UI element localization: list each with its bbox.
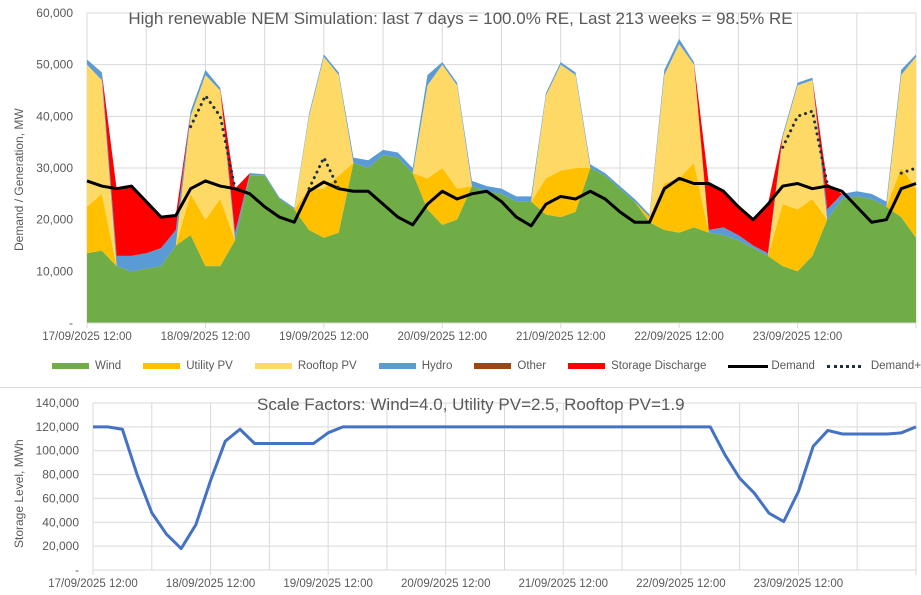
bottom-chart-y-tick-label: 120,000 <box>36 420 80 434</box>
top-chart-y-tick-label: 50,000 <box>36 58 73 72</box>
legend-swatch-storage-discharge <box>568 363 606 369</box>
bottom-chart-y-tick-label: 20,000 <box>42 539 79 553</box>
legend-label-hydro: Hydro <box>421 360 453 372</box>
chart-divider <box>0 387 921 388</box>
bottom-chart-x-tick-label: 21/09/2025 12:00 <box>519 578 609 590</box>
bottom-chart-title: Scale Factors: Wind=4.0, Utility PV=2.5,… <box>257 395 685 414</box>
bottom-chart-x-tick-label: 20/09/2025 12:00 <box>401 578 491 590</box>
bottom-chart-x-tick-label: 18/09/2025 12:00 <box>166 578 256 590</box>
demand-plus-charge-line <box>307 154 341 191</box>
top-chart-y-tick-label: 10,000 <box>36 264 73 278</box>
legend-item-demand-charge: Demand+Charge <box>825 360 921 372</box>
bottom-chart-x-tick-label: 17/09/2025 12:00 <box>48 578 138 590</box>
top-chart-x-tick-label: 17/09/2025 12:00 <box>42 331 132 343</box>
demand-plus-charge-line <box>189 92 237 191</box>
legend-label-storage-discharge: Storage Discharge <box>611 360 707 372</box>
bottom-chart-y-axis-label: Storage Level, MWh <box>12 439 26 548</box>
legend-item-other: Other <box>474 360 546 372</box>
top-chart-y-tick-label: 30,000 <box>36 161 73 175</box>
area-wind <box>87 155 916 323</box>
top-chart-x-tick-label: 19/09/2025 12:00 <box>279 331 369 343</box>
bottom-chart-y-tick-label: 60,000 <box>42 491 79 505</box>
area-hydro <box>87 38 916 272</box>
legend-item-storage-discharge: Storage Discharge <box>568 360 706 372</box>
top-chart-y-tick-label: 20,000 <box>36 213 73 227</box>
legend-swatch-rooftop-pv <box>254 363 292 369</box>
bottom-chart-y-tick-label: 140,000 <box>36 396 80 410</box>
legend-swatch-other <box>474 363 512 369</box>
top-chart-title: High renewable NEM Simulation: last 7 da… <box>128 9 793 28</box>
legend-swatch-demand-charge <box>826 364 861 368</box>
bottom-chart-y-tick-label: 100,000 <box>36 444 80 458</box>
legend-swatch-demand <box>728 364 769 368</box>
top-chart-y-tick-label: 60,000 <box>36 6 73 20</box>
top-chart-x-tick-label: 22/09/2025 12:00 <box>634 331 724 343</box>
top-chart-y-axis-label: Demand / Generation, MW <box>12 108 26 251</box>
top-chart-x-tick-label: 21/09/2025 12:00 <box>516 331 606 343</box>
bottom-chart-x-tick-label: 19/09/2025 12:00 <box>283 578 373 590</box>
legend-item-demand: Demand <box>728 360 815 372</box>
top-chart-y-tick-label: - <box>69 316 73 330</box>
bottom-chart-x-tick-label: 22/09/2025 12:00 <box>636 578 726 590</box>
demand-plus-charge-line <box>899 166 918 175</box>
top-chart-x-tick-label: 18/09/2025 12:00 <box>161 331 251 343</box>
legend-label-wind: Wind <box>95 360 122 372</box>
bottom-chart-y-tick-label: - <box>75 563 79 577</box>
bottom-chart-y-tick-label: 80,000 <box>42 468 79 482</box>
legend-item-wind: Wind <box>52 360 121 372</box>
legend-swatch-wind <box>52 363 89 369</box>
top-chart-legend: Wind Utility PV Rooftop PV Hydro Other S… <box>52 360 921 372</box>
legend-item-hydro: Hydro <box>378 360 453 372</box>
legend-label-demand: Demand <box>771 360 815 372</box>
bottom-chart-y-tick-label: 40,000 <box>42 515 79 529</box>
legend-label-utility-pv: Utility PV <box>186 360 233 372</box>
storage-level-line <box>93 425 917 551</box>
stacked-areas <box>87 38 916 323</box>
area-storage <box>87 38 916 256</box>
legend-item-utility-pv: Utility PV <box>143 360 233 372</box>
legend-label-rooftop-pv: Rooftop PV <box>297 360 357 372</box>
legend-item-rooftop-pv: Rooftop PV <box>254 360 357 372</box>
legend-swatch-utility-pv <box>143 363 181 369</box>
demand-line <box>86 176 917 228</box>
top-chart-y-tick-label: 40,000 <box>36 109 73 123</box>
bottom-chart-x-tick-label: 23/09/2025 12:00 <box>754 578 844 590</box>
legend-label-other: Other <box>517 360 547 372</box>
legend-swatch-hydro <box>378 363 416 369</box>
top-chart-x-tick-label: 23/09/2025 12:00 <box>753 331 843 343</box>
legend-label-demand-charge: Demand+Charge <box>870 360 921 372</box>
top-chart-x-tick-label: 20/09/2025 12:00 <box>398 331 488 343</box>
demand-plus-charge-line <box>781 109 829 185</box>
